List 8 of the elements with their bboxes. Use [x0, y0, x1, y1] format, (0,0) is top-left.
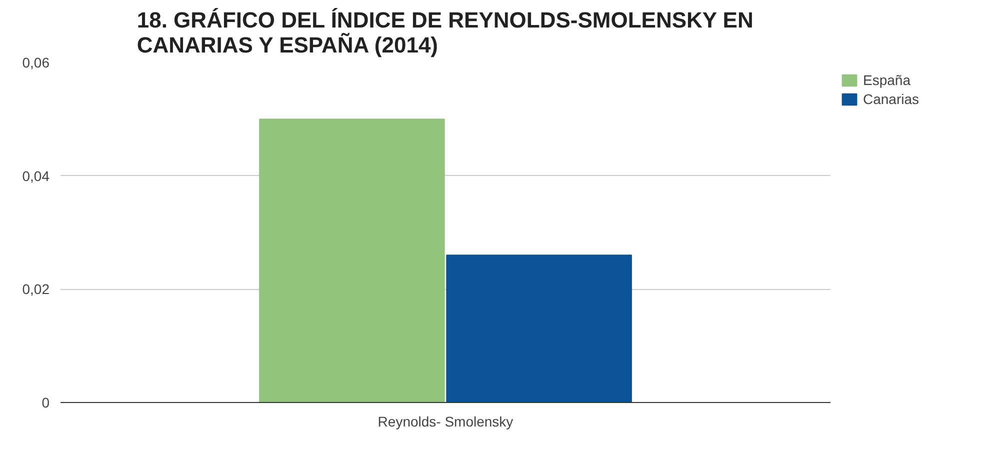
legend-label: España [863, 72, 910, 88]
y-tick-label: 0,02 [22, 281, 50, 298]
y-tick-label: 0,06 [22, 54, 50, 70]
y-tick-label: 0 [42, 394, 50, 410]
chart-title: 18. GRÁFICO DEL ÍNDICE DE REYNOLDS-SMOLENSKY EN CANARIAS Y ESPAÑA (2014) [136, 8, 754, 58]
x-tick-label: Reynolds- Smolensky [378, 414, 514, 430]
legend-label: Canarias [863, 91, 920, 107]
y-tick-label: 0,04 [22, 168, 50, 184]
